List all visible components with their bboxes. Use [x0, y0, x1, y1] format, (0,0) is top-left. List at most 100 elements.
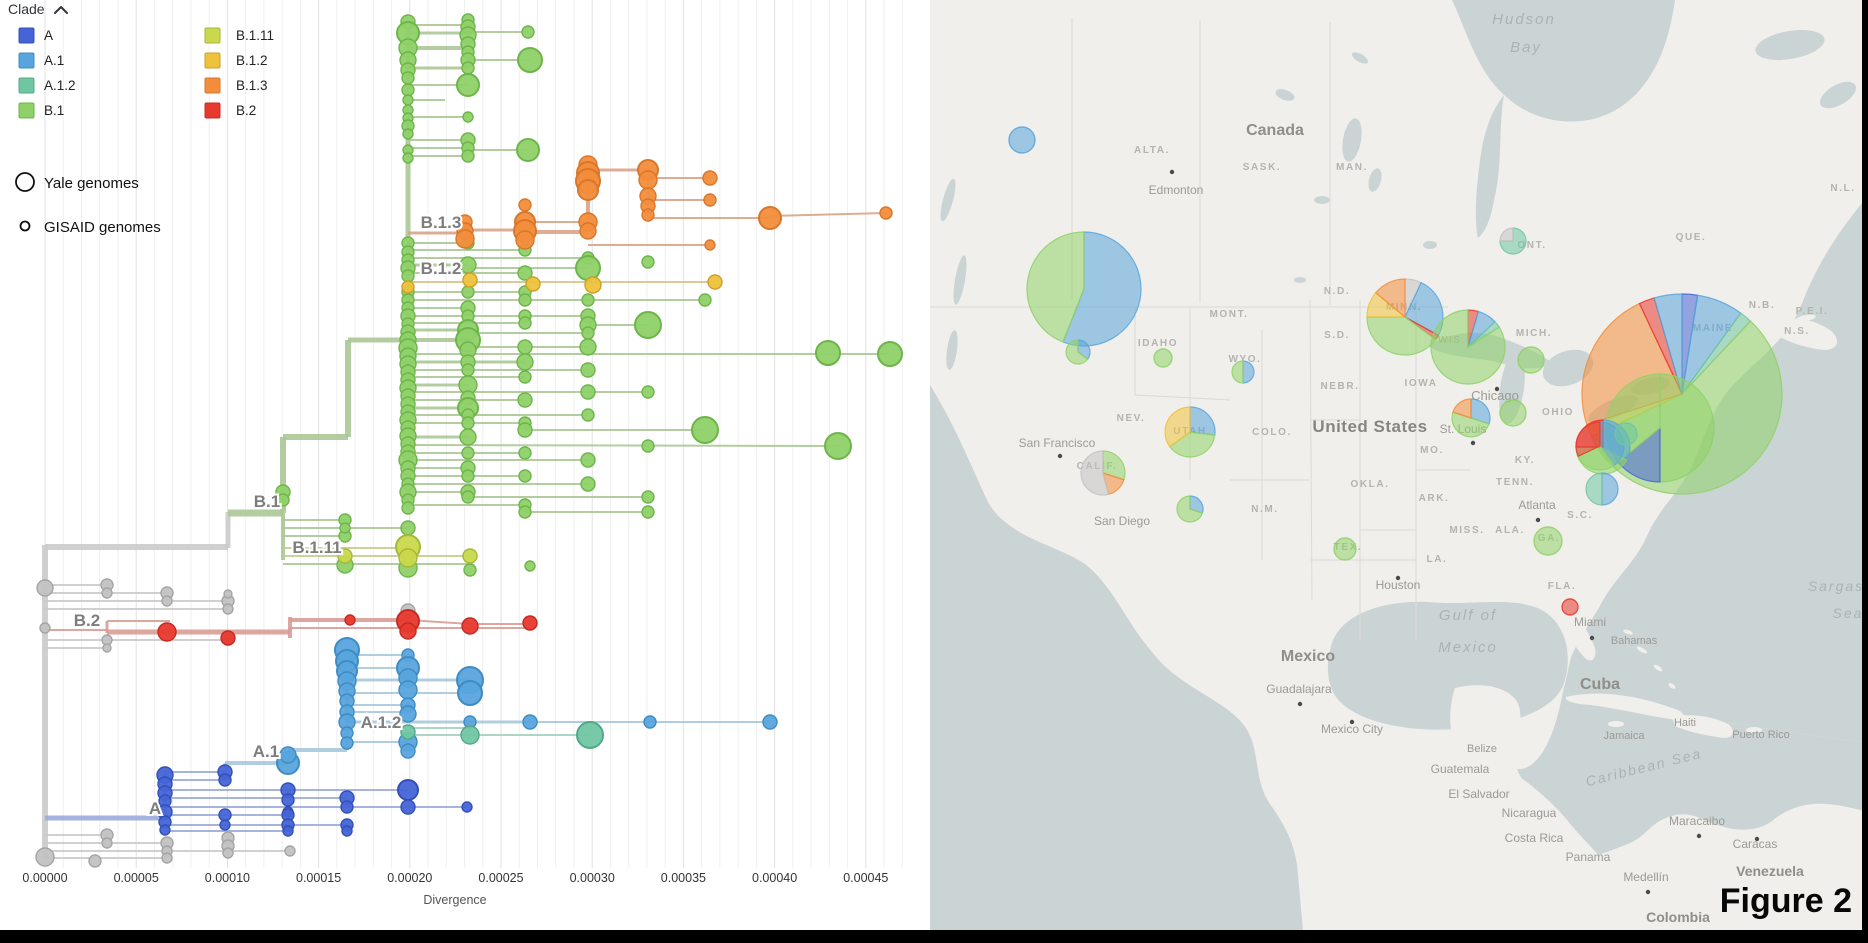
pie-slice-A12[interactable]	[1614, 422, 1638, 446]
tree-node-B1[interactable]	[518, 370, 532, 384]
pie-maryland[interactable]	[1585, 472, 1619, 506]
tree-node-B111[interactable]	[337, 548, 353, 564]
tree-node-B1[interactable]	[641, 490, 655, 504]
pie-florida[interactable]	[1561, 598, 1579, 616]
tree-node-B13[interactable]	[455, 229, 475, 249]
pie-upstate-ny[interactable]	[1614, 422, 1638, 446]
tree-node-B1[interactable]	[641, 385, 655, 399]
tree-node-B1[interactable]	[579, 338, 597, 356]
tree-node-B1[interactable]	[517, 422, 533, 438]
pie-slice-B1[interactable]	[1168, 431, 1216, 458]
tree-node-B1[interactable]	[524, 560, 536, 572]
tree-node-B13[interactable]	[702, 170, 718, 186]
tree-node-B2[interactable]	[522, 615, 538, 631]
tree-node-B2[interactable]	[220, 630, 236, 646]
tree-node-A1[interactable]	[762, 714, 778, 730]
tree-node-A1[interactable]	[457, 680, 483, 706]
legend-item-A-1-2[interactable]: A.1.2	[44, 78, 76, 93]
tree-node-B1[interactable]	[580, 384, 596, 400]
legend-swatch-B-1[interactable]	[18, 102, 35, 119]
tree-node-B1[interactable]	[461, 469, 475, 483]
tree-node-B13[interactable]	[579, 222, 597, 240]
pie-slice-A1[interactable]	[1601, 472, 1619, 506]
pie-slice-B1[interactable]	[1577, 445, 1615, 471]
tree-node-A[interactable]	[461, 801, 473, 813]
tree-node-B1[interactable]	[815, 340, 841, 366]
tree-node-gray[interactable]	[161, 852, 173, 864]
tree-node-B1[interactable]	[461, 61, 475, 75]
pie-oregon[interactable]	[1065, 339, 1091, 365]
pie-michigan[interactable]	[1517, 346, 1545, 374]
pie-slice-B1[interactable]	[1366, 316, 1437, 356]
tree-node-A12[interactable]	[400, 724, 416, 740]
legend-item-B-1[interactable]: B.1	[44, 103, 64, 118]
tree-node-B1[interactable]	[461, 490, 475, 504]
tree-node-B1[interactable]	[401, 501, 415, 515]
tree-node-B1[interactable]	[521, 25, 535, 39]
pie-slice-A1[interactable]	[1077, 339, 1091, 360]
tree-node-B1[interactable]	[877, 341, 903, 367]
tree-node-B13[interactable]	[641, 208, 655, 222]
legend-item-B-2[interactable]: B.2	[236, 103, 256, 118]
pie-ontario[interactable]	[1499, 227, 1527, 255]
tree-node-A[interactable]	[218, 808, 232, 822]
legend-item-B-1-11[interactable]: B.1.11	[236, 28, 274, 43]
tree-node-A[interactable]	[282, 825, 294, 837]
legend-item-A[interactable]: A	[44, 28, 53, 43]
pie-slice-B1[interactable]	[1333, 537, 1357, 561]
tree-node-B1[interactable]	[401, 269, 415, 283]
pie-slice-B1[interactable]	[1451, 411, 1490, 438]
tree-node-A1[interactable]	[399, 705, 417, 723]
tree-node-B12[interactable]	[401, 280, 415, 294]
legend-item-B-1-2[interactable]: B.1.2	[236, 53, 268, 68]
tree-node-B1[interactable]	[456, 73, 480, 97]
tree-node-B1[interactable]	[401, 83, 415, 97]
tree-node-B1[interactable]	[824, 432, 852, 460]
pie-texas[interactable]	[1333, 537, 1357, 561]
tree-node-B1[interactable]	[517, 47, 543, 73]
tree-node-B13[interactable]	[758, 206, 782, 230]
tree-node-gray[interactable]	[101, 587, 113, 599]
tree-node-A1[interactable]	[400, 743, 416, 759]
tree-node-A1[interactable]	[643, 715, 657, 729]
pie-idaho[interactable]	[1153, 348, 1173, 368]
pie-minnesota[interactable]	[1366, 278, 1444, 356]
tree-node-gray[interactable]	[161, 595, 173, 607]
tree-node-B12[interactable]	[584, 276, 602, 294]
tree-node-gray[interactable]	[36, 579, 54, 597]
tree-node-B1[interactable]	[461, 446, 475, 460]
tree-node-B1[interactable]	[339, 522, 351, 534]
tree-node-B12[interactable]	[707, 274, 723, 290]
tree-node-B111[interactable]	[398, 548, 418, 568]
tree-node-B1[interactable]	[634, 311, 662, 339]
tree-node-B1[interactable]	[516, 138, 540, 162]
legend-swatch-A-1-2[interactable]	[18, 77, 35, 94]
pie-slice-A12[interactable]	[1585, 472, 1603, 506]
legend-swatch-B-2[interactable]	[204, 102, 221, 119]
tree-node-B1[interactable]	[461, 363, 475, 377]
tree-node-B1[interactable]	[517, 339, 533, 355]
tree-node-B1[interactable]	[581, 326, 595, 340]
pie-indiana[interactable]	[1499, 399, 1527, 427]
tree-node-A[interactable]	[400, 799, 416, 815]
tree-node-B1[interactable]	[462, 111, 474, 123]
tree-node-gray[interactable]	[222, 603, 234, 615]
pie-slice-gray[interactable]	[1080, 450, 1110, 496]
tree-node-B111[interactable]	[462, 548, 478, 564]
pie-slice-B12[interactable]	[1164, 406, 1191, 448]
tree-node-B1[interactable]	[641, 505, 655, 519]
tree-node-B1[interactable]	[698, 293, 712, 307]
pie-slice-B1[interactable]	[1659, 373, 1715, 483]
tree-node-B13[interactable]	[879, 206, 893, 220]
legend-swatch-B-1-3[interactable]	[204, 77, 221, 94]
tree-node-B1[interactable]	[459, 428, 477, 446]
tree-node-B1[interactable]	[400, 520, 416, 536]
tree-node-gray[interactable]	[88, 854, 102, 868]
legend-swatch-A-1[interactable]	[18, 52, 35, 69]
tree-node-A[interactable]	[340, 800, 354, 814]
tree-node-A[interactable]	[219, 819, 231, 831]
tree-node-B1[interactable]	[641, 255, 655, 269]
pie-slice-B1[interactable]	[1517, 346, 1545, 374]
pie-slice-B1[interactable]	[1499, 399, 1527, 427]
tree-node-gray[interactable]	[102, 643, 112, 653]
